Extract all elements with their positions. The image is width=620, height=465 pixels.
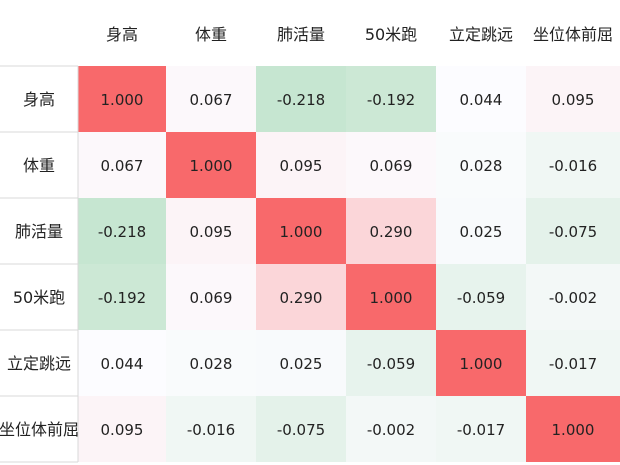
cell-value-label: -0.059 xyxy=(367,355,415,373)
heatmap-cell xyxy=(526,396,620,462)
cell-value-label: -0.017 xyxy=(457,421,505,439)
row-header: 立定跳远 xyxy=(7,354,71,373)
heatmap-cell xyxy=(436,330,526,396)
cell-value-label: 1.000 xyxy=(101,91,144,109)
heatmap-cell xyxy=(526,264,620,330)
cell-value-label: 0.025 xyxy=(280,355,323,373)
cell-value-label: 0.095 xyxy=(101,421,144,439)
cell-value-label: 1.000 xyxy=(190,157,233,175)
cell-value-label: -0.016 xyxy=(187,421,235,439)
heatmap-cell xyxy=(78,66,166,132)
cell-value-label: -0.059 xyxy=(457,289,505,307)
cell-value-label: 0.067 xyxy=(190,91,233,109)
heatmap-cell xyxy=(166,198,256,264)
heatmap-cell xyxy=(78,198,166,264)
heatmap-cell xyxy=(526,66,620,132)
heatmap-cell xyxy=(526,132,620,198)
heatmap-cell xyxy=(436,66,526,132)
cell-value-label: 0.044 xyxy=(101,355,144,373)
heatmap-cell xyxy=(256,66,346,132)
heatmap-cell xyxy=(436,396,526,462)
heatmap-cell xyxy=(526,198,620,264)
heatmap-cell xyxy=(166,396,256,462)
cell-value-label: 0.069 xyxy=(370,157,413,175)
column-header: 立定跳远 xyxy=(449,25,513,44)
cell-value-label: 0.044 xyxy=(460,91,503,109)
heatmap-cell xyxy=(346,132,436,198)
heatmap-cell xyxy=(526,330,620,396)
row-header: 50米跑 xyxy=(13,288,65,307)
column-header: 坐位体前屈 xyxy=(533,25,613,44)
heatmap-cell xyxy=(78,330,166,396)
cell-value-label: 1.000 xyxy=(370,289,413,307)
heatmap-cell xyxy=(78,396,166,462)
cell-value-label: -0.002 xyxy=(549,289,597,307)
cell-value-label: 0.025 xyxy=(460,223,503,241)
cell-value-label: -0.218 xyxy=(98,223,146,241)
cell-value-label: 0.095 xyxy=(552,91,595,109)
row-header: 肺活量 xyxy=(15,222,63,241)
heatmap-cell xyxy=(346,396,436,462)
cell-value-label: 0.095 xyxy=(280,157,323,175)
cell-value-label: 0.069 xyxy=(190,289,233,307)
heatmap-cell xyxy=(256,264,346,330)
heatmap-cell xyxy=(436,198,526,264)
heatmap-cell xyxy=(78,132,166,198)
row-header: 身高 xyxy=(23,90,55,109)
heatmap-cell xyxy=(436,132,526,198)
column-header: 肺活量 xyxy=(277,25,325,44)
cell-value-label: 0.028 xyxy=(460,157,503,175)
heatmap-cell xyxy=(256,330,346,396)
heatmap-cell xyxy=(346,330,436,396)
heatmap-cell xyxy=(166,66,256,132)
heatmap-cell xyxy=(256,132,346,198)
heatmap-cell xyxy=(166,132,256,198)
cell-value-label: 1.000 xyxy=(552,421,595,439)
cell-value-label: 0.290 xyxy=(280,289,323,307)
heatmap-cell xyxy=(256,198,346,264)
cell-value-label: 0.290 xyxy=(370,223,413,241)
cell-value-label: 0.067 xyxy=(101,157,144,175)
heatmap-cell xyxy=(346,264,436,330)
column-header: 身高 xyxy=(106,25,138,44)
row-header: 坐位体前屈 xyxy=(0,420,79,439)
heatmap-cell xyxy=(256,396,346,462)
cell-value-label: -0.016 xyxy=(549,157,597,175)
heatmap-cell xyxy=(346,198,436,264)
cell-value-label: -0.002 xyxy=(367,421,415,439)
heatmap-cell xyxy=(436,264,526,330)
cell-value-label: -0.017 xyxy=(549,355,597,373)
column-header: 体重 xyxy=(195,25,227,44)
cell-value-label: 0.028 xyxy=(190,355,233,373)
heatmap-cell xyxy=(166,330,256,396)
cell-value-label: 1.000 xyxy=(280,223,323,241)
row-header: 体重 xyxy=(23,156,55,175)
cell-value-label: 1.000 xyxy=(460,355,503,373)
cell-value-label: -0.075 xyxy=(549,223,597,241)
cell-value-label: -0.218 xyxy=(277,91,325,109)
cell-value-label: -0.075 xyxy=(277,421,325,439)
heatmap-cell xyxy=(78,264,166,330)
cell-value-label: -0.192 xyxy=(367,91,415,109)
heatmap-cell xyxy=(166,264,256,330)
column-header: 50米跑 xyxy=(365,25,417,44)
cell-value-label: -0.192 xyxy=(98,289,146,307)
heatmap-cell xyxy=(346,66,436,132)
cell-value-label: 0.095 xyxy=(190,223,233,241)
